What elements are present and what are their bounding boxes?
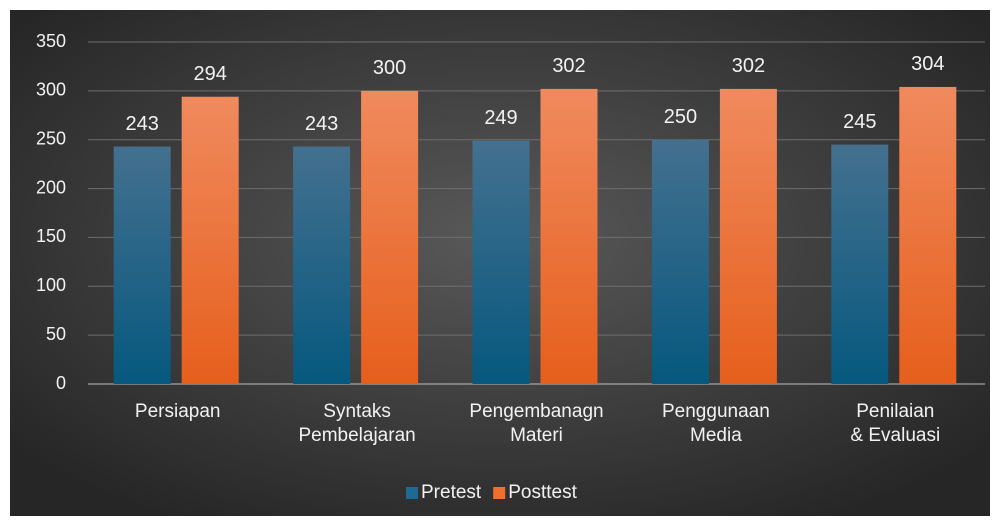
value-label: 304: [911, 53, 944, 75]
value-label: 300: [373, 57, 406, 79]
y-tick-label: 250: [36, 128, 66, 148]
legend-label: Pretest: [421, 482, 482, 503]
y-tick-label: 300: [36, 80, 66, 100]
y-tick-label: 150: [36, 226, 66, 246]
bar: [719, 88, 777, 384]
bar: [113, 146, 171, 384]
y-tick-label: 200: [36, 177, 66, 197]
x-tick-label: Penilaian & Evaluasi: [850, 401, 940, 446]
bar: [899, 86, 957, 384]
value-label: 243: [305, 113, 338, 135]
value-label: 249: [484, 107, 517, 129]
y-tick-label: 350: [36, 31, 66, 51]
bar: [361, 90, 419, 384]
value-label: 302: [732, 55, 765, 77]
y-tick-label: 0: [56, 373, 66, 393]
x-tick-label: Pengembanagn Materi: [469, 401, 603, 446]
value-label: 245: [843, 111, 876, 133]
y-tick-label: 50: [46, 324, 66, 344]
bar: [540, 88, 598, 384]
y-tick-label: 100: [36, 275, 66, 295]
bar: [472, 140, 530, 384]
x-tick-label: Persiapan: [135, 401, 221, 422]
value-label: 302: [552, 55, 585, 77]
value-label: 243: [126, 113, 159, 135]
bar: [293, 146, 351, 384]
bar: [831, 144, 889, 384]
bar: [651, 139, 709, 384]
legend-label: Posttest: [508, 482, 577, 503]
legend-swatch: [493, 487, 506, 499]
value-label: 294: [194, 63, 227, 85]
value-label: 250: [664, 106, 697, 128]
x-tick-label: Penggunaan Media: [662, 401, 770, 446]
bar: [181, 96, 239, 384]
legend-swatch: [406, 487, 418, 499]
x-tick-label: Syntaks Pembelajaran: [298, 401, 415, 446]
